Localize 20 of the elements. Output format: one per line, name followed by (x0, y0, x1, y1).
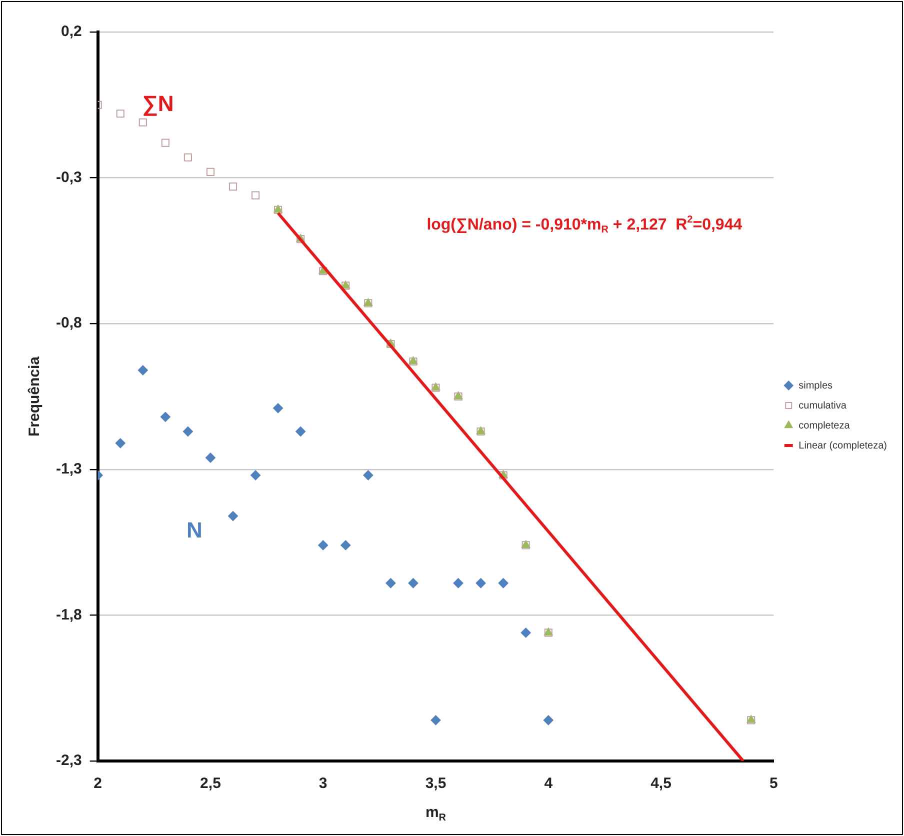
y-tick-label: -1,8 (56, 606, 82, 624)
x-tick-label: 3 (318, 775, 328, 792)
x-tick-label: 2,5 (200, 775, 221, 792)
legend-label: cumulativa (798, 400, 847, 412)
y-tick-label: -0,3 (56, 168, 82, 186)
legend-label: completeza (798, 420, 850, 432)
y-axis-title: Frequência (26, 356, 44, 437)
legend-label: Linear (completeza) (798, 440, 887, 452)
x-tick-label: 4 (544, 775, 554, 792)
y-tick-label: -2,3 (56, 752, 82, 770)
y-tick-label: 0,2 (60, 23, 82, 40)
y-tick-label: -1,3 (56, 460, 82, 478)
y-tick-label: -0,8 (56, 314, 82, 332)
x-tick-label: 2 (94, 775, 102, 792)
annotation: ∑N (142, 90, 174, 116)
x-tick-label: 3,5 (425, 775, 446, 792)
x-tick-label: 5 (769, 775, 778, 792)
annotation: N (186, 517, 202, 542)
legend-label: simples (798, 380, 833, 392)
x-tick-label: 4,5 (650, 775, 672, 792)
